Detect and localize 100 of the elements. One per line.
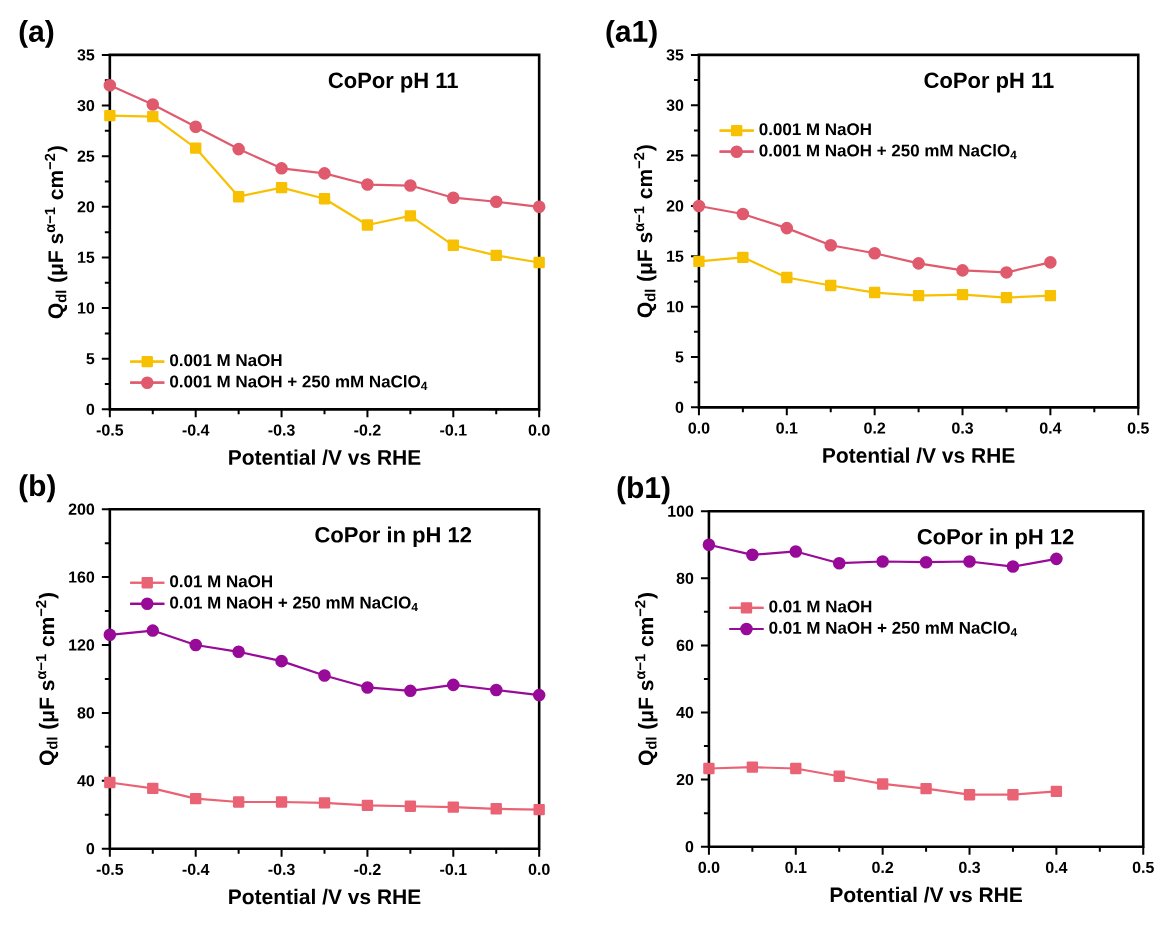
x-tick-label: 0.1 [776,422,798,434]
point [1044,290,1057,302]
point [447,801,459,814]
y-tick-label: 160 [69,571,95,583]
point [361,681,374,694]
legend-label: 0.01 M NaOH [769,600,872,613]
y-tick-label: 200 [68,503,95,516]
point [275,796,288,808]
chart-title: (b1) [617,476,670,505]
point [318,193,331,205]
point [868,247,881,260]
x-tick-label: 0.0 [528,863,550,876]
y-tick-label: 35 [666,49,684,61]
x-tick-label: -0.4 [182,863,210,876]
point [189,120,202,134]
y-tick-label: 5 [675,351,684,363]
x-tick-label: 0.2 [864,422,886,434]
point [189,638,202,652]
y-axis-title: Q$_{dl}$ (μF s$^{α−1}$ cm$^{−2}$) [634,593,658,766]
point [147,111,159,123]
point [963,789,976,801]
point [746,761,759,774]
x-tick-label: -0.2 [354,863,381,876]
y-tick-label: 20 [666,200,684,212]
x-tick-label: -0.3 [268,424,295,436]
point [275,655,288,668]
point [533,257,545,269]
y-tick-label: 80 [676,572,694,585]
y-axis-title: Q$_{dl}$ (μF s$^{α−1}$ cm$^{−2}$) [633,145,657,318]
point [824,239,838,252]
y-tick-label: 0 [86,843,95,855]
point [447,678,460,692]
y-tick-label: 40 [77,775,95,787]
point [404,800,417,813]
x-tick-label: 0.5 [1127,422,1149,434]
y-axis-title: Q$_{dl}$ (μF s$^{α−1}$ cm$^{−2}$) [44,146,68,319]
point [781,271,793,284]
legend-label: 0.01 M NaOH [170,575,272,588]
point [789,545,803,558]
chart-title: (b) [19,474,55,503]
chart-title: (a1) [606,20,657,49]
legend-label: 0.001 M NaOH [170,354,282,367]
legend-label: 0.001 M NaOH + 250 mM NaClO$_{4}$ [759,144,1017,160]
legend-label: 0.001 M NaOH + 250 mM NaClO$_{4}$ [170,375,428,391]
annotation: CoPor pH 11 [328,72,458,93]
legend-label: 0.01 M NaOH + 250 mM NaClO$_{4}$ [769,621,1018,637]
point [876,555,889,569]
point [318,167,331,180]
point [489,195,503,209]
x-axis-title: Potential /V vs RHE [229,449,421,466]
point [447,191,460,205]
y-tick-label: 0 [675,401,684,414]
point [1006,560,1020,574]
point [147,782,159,795]
point [361,178,374,192]
y-tick-label: 30 [666,99,684,112]
y-tick-label: 40 [676,707,694,719]
point [318,669,331,683]
x-tick-label: 0.2 [872,861,894,874]
point [956,289,969,301]
point [104,777,116,789]
point [1007,789,1019,801]
annotation: CoPor pH 11 [924,72,1054,93]
x-tick-label: 0.5 [1132,861,1154,874]
y-tick-label: 100 [668,505,694,518]
point [318,797,331,809]
point [702,538,716,552]
point [146,98,160,112]
y-axis-title: Q$_{dl}$ (μF s$^{α−1}$ cm$^{−2}$) [35,593,59,766]
point [103,628,117,642]
point [232,796,245,808]
y-tick-label: 25 [666,150,684,162]
y-tick-label: 20 [676,774,694,786]
point [1000,266,1013,279]
point [190,793,202,805]
y-tick-label: 10 [667,301,684,313]
x-tick-label: -0.1 [440,424,467,436]
point [404,684,417,698]
x-tick-label: 0.4 [1039,422,1062,434]
x-tick-label: -0.5 [96,863,124,876]
point [361,219,374,231]
point [104,110,116,122]
point [146,624,160,638]
point [232,191,245,203]
point [404,210,417,222]
annotation: CoPor in pH 12 [917,528,1074,549]
point [533,804,545,816]
x-tick-label: 0.0 [528,424,550,436]
point [790,763,802,775]
x-tick-label: 0.1 [785,861,807,874]
y-tick-label: 60 [676,639,694,652]
point [489,683,503,697]
point [737,251,749,264]
point [780,222,794,235]
point [361,799,374,812]
point [490,249,502,262]
point [190,142,202,154]
legend-label: 0.001 M NaOH [759,123,871,136]
x-tick-label: -0.1 [440,863,467,876]
y-tick-label: 10 [78,302,95,314]
